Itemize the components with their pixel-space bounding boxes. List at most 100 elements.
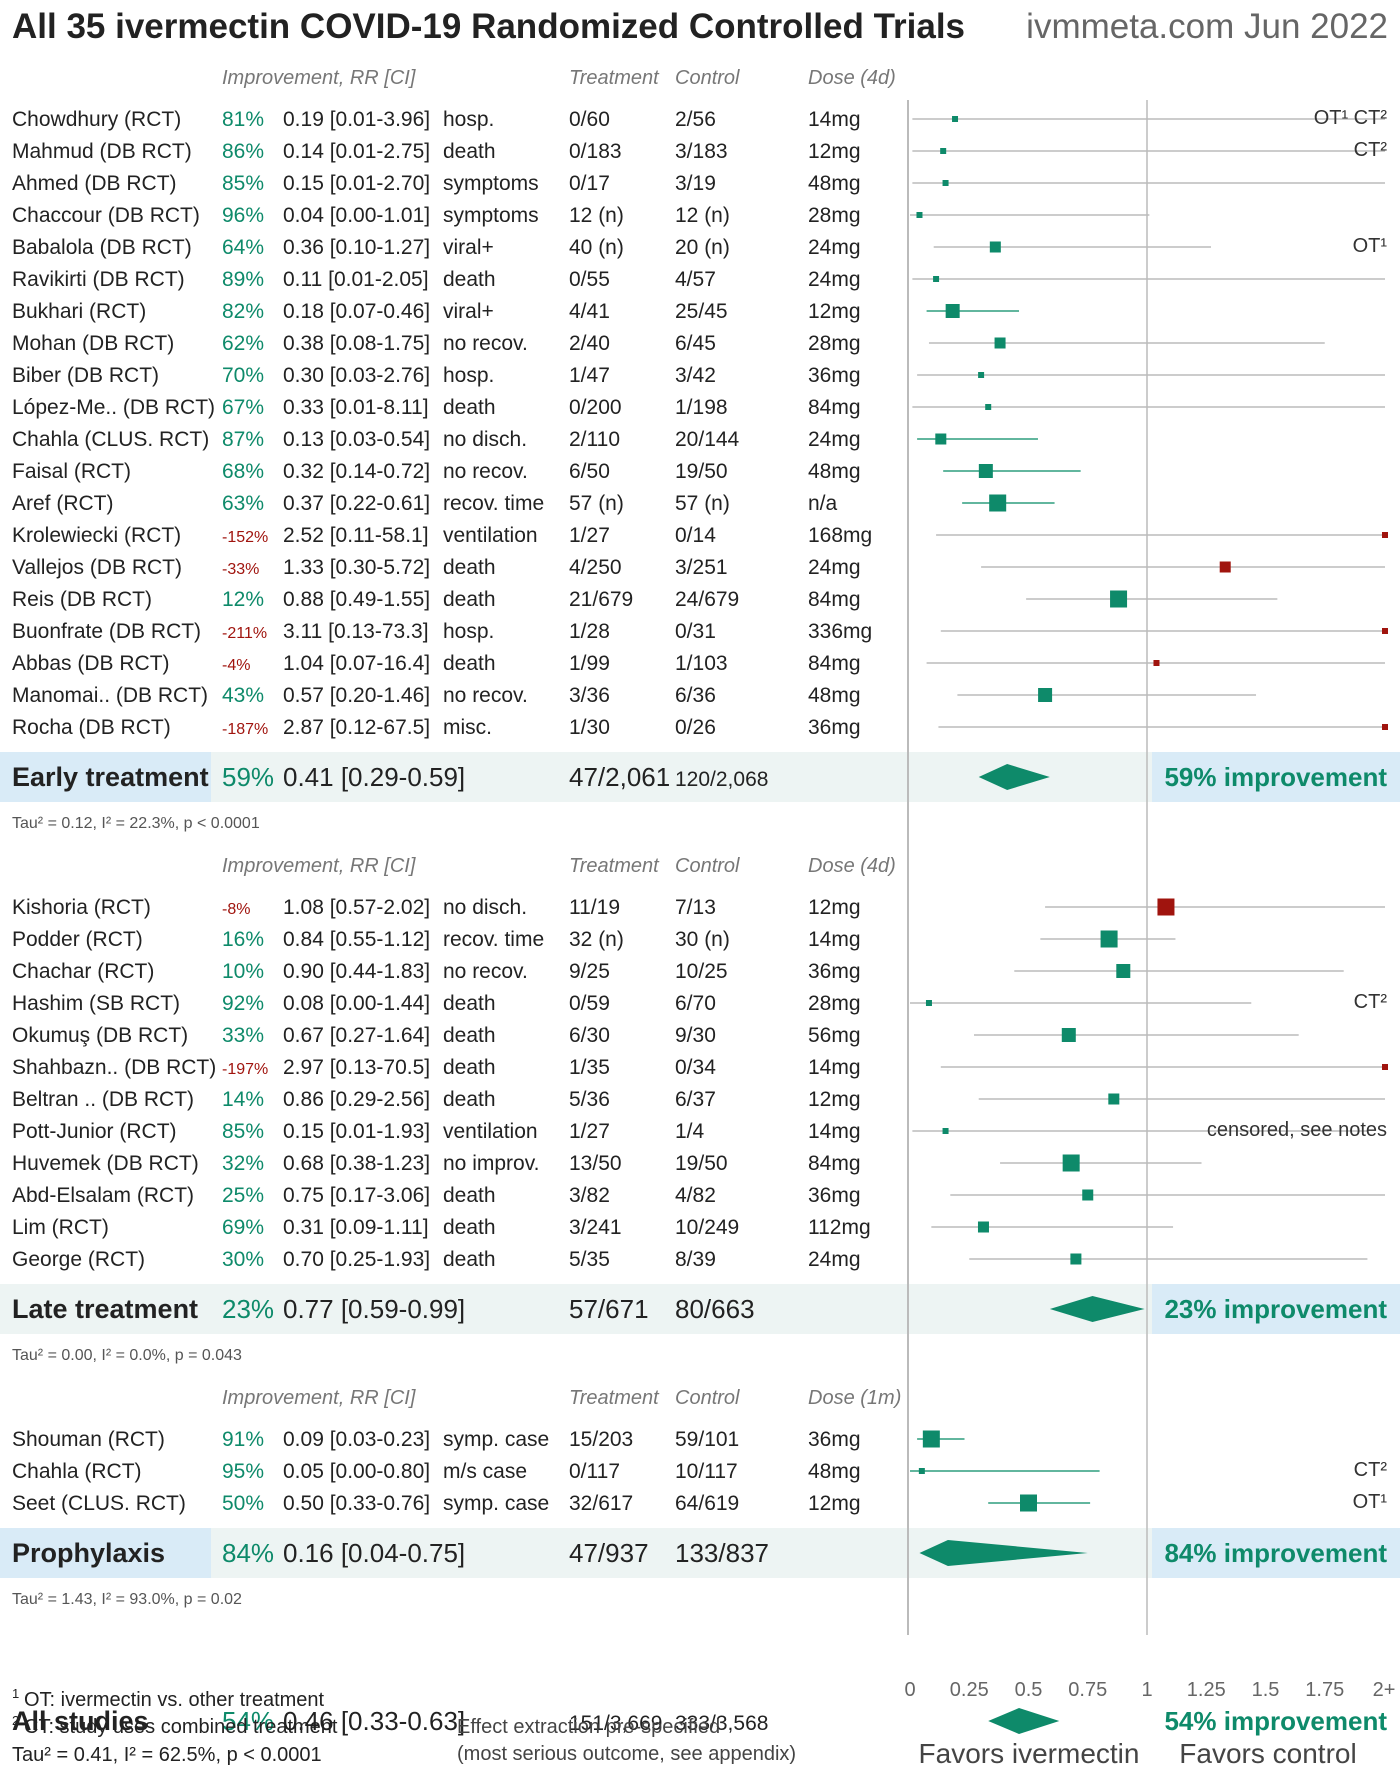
study-ci: 0.18 [0.07-0.46] bbox=[283, 300, 430, 323]
summary-result-band bbox=[1152, 1528, 1400, 1578]
study-dose: 12mg bbox=[808, 140, 861, 163]
study-name: Faisal (RCT) bbox=[12, 460, 131, 483]
summary-improvement: 84% bbox=[222, 1538, 274, 1568]
study-treatment: 21/679 bbox=[569, 588, 633, 611]
study-dose: 48mg bbox=[808, 460, 861, 483]
study-outcome: death bbox=[443, 652, 496, 675]
point-estimate bbox=[978, 464, 993, 478]
summary-label: Early treatment bbox=[12, 762, 209, 792]
summary-ci: 0.77 [0.59-0.99] bbox=[283, 1294, 465, 1324]
point-estimate bbox=[1020, 1494, 1037, 1512]
study-outcome: no disch. bbox=[443, 896, 527, 919]
summary-label-band bbox=[0, 752, 211, 802]
study-outcome: death bbox=[443, 396, 496, 419]
study-outcome: hosp. bbox=[443, 108, 494, 131]
study-treatment: 2/110 bbox=[569, 428, 620, 451]
study-control: 10/25 bbox=[675, 960, 728, 983]
study-treatment: 1/27 bbox=[569, 1120, 610, 1143]
study-ci: 0.70 [0.25-1.93] bbox=[283, 1248, 430, 1271]
study-treatment: 3/241 bbox=[569, 1216, 622, 1239]
study-note: OT¹ bbox=[1353, 235, 1388, 257]
study-control: 3/42 bbox=[675, 364, 716, 387]
point-estimate bbox=[933, 276, 940, 282]
study-treatment: 1/30 bbox=[569, 716, 610, 739]
study-control: 57 (n) bbox=[675, 492, 730, 515]
study-name: Ravikirti (DB RCT) bbox=[12, 268, 185, 291]
study-improvement: 63% bbox=[222, 492, 264, 515]
study-improvement: 43% bbox=[222, 684, 264, 707]
x-tick-label: 1.5 bbox=[1252, 1679, 1280, 1701]
study-note: OT¹ CT² bbox=[1314, 107, 1388, 129]
study-treatment: 5/35 bbox=[569, 1248, 610, 1271]
study-control: 0/31 bbox=[675, 620, 716, 643]
study-dose: 36mg bbox=[808, 716, 861, 739]
study-dose: 84mg bbox=[808, 652, 861, 675]
study-outcome: symptoms bbox=[443, 172, 539, 195]
study-outcome: death bbox=[443, 1024, 496, 1047]
study-control: 1/103 bbox=[675, 652, 728, 675]
summary-result: 84% improvement bbox=[1164, 1538, 1387, 1568]
study-name: Pott-Junior (RCT) bbox=[12, 1120, 177, 1143]
study-ci: 0.08 [0.00-1.44] bbox=[283, 992, 430, 1015]
study-treatment: 40 (n) bbox=[569, 236, 624, 259]
study-control: 4/82 bbox=[675, 1184, 716, 1207]
study-dose: 24mg bbox=[808, 428, 861, 451]
study-outcome: no recov. bbox=[443, 684, 528, 707]
point-estimate bbox=[989, 494, 1007, 512]
study-treatment: 32/617 bbox=[569, 1492, 633, 1515]
point-estimate bbox=[1219, 561, 1231, 573]
study-treatment: 1/35 bbox=[569, 1056, 610, 1079]
x-tick-label: 0 bbox=[904, 1679, 915, 1701]
study-treatment: 0/55 bbox=[569, 268, 610, 291]
study-dose: 12mg bbox=[808, 1088, 861, 1111]
study-outcome: death bbox=[443, 268, 496, 291]
study-ci: 0.09 [0.03-0.23] bbox=[283, 1428, 430, 1451]
study-ci: 0.67 [0.27-1.64] bbox=[283, 1024, 430, 1047]
study-name: Babalola (DB RCT) bbox=[12, 236, 192, 259]
study-improvement: 81% bbox=[222, 108, 264, 131]
study-treatment: 3/36 bbox=[569, 684, 610, 707]
study-ci: 1.08 [0.57-2.02] bbox=[283, 896, 430, 919]
summary-ci: 0.16 [0.04-0.75] bbox=[283, 1538, 465, 1568]
study-name: Krolewiecki (RCT) bbox=[12, 524, 181, 547]
point-estimate bbox=[1070, 1253, 1082, 1265]
point-estimate bbox=[985, 404, 992, 410]
study-outcome: viral+ bbox=[443, 236, 494, 259]
study-name: Chachar (RCT) bbox=[12, 960, 154, 983]
point-estimate bbox=[1157, 898, 1175, 916]
study-control: 24/679 bbox=[675, 588, 739, 611]
point-estimate bbox=[1116, 964, 1131, 978]
study-name: López-Me.. (DB RCT) bbox=[12, 396, 215, 419]
x-tick-label: 1 bbox=[1141, 1679, 1152, 1701]
study-dose: 14mg bbox=[808, 108, 861, 131]
effect-note-line1: Effect extraction pre-specified bbox=[457, 1716, 720, 1738]
study-outcome: recov. time bbox=[443, 928, 544, 951]
study-dose: 28mg bbox=[808, 992, 861, 1015]
study-improvement: 89% bbox=[222, 268, 264, 291]
study-treatment: 0/117 bbox=[569, 1460, 620, 1483]
study-name: George (RCT) bbox=[12, 1248, 145, 1271]
overall-treatment: 151/3,669 bbox=[569, 1712, 662, 1735]
study-control: 25/45 bbox=[675, 300, 728, 323]
header-control: Control bbox=[675, 855, 740, 877]
study-outcome: death bbox=[443, 556, 496, 579]
study-dose: 14mg bbox=[808, 928, 861, 951]
overall-result: 54% improvement bbox=[1164, 1706, 1387, 1736]
study-improvement: 82% bbox=[222, 300, 264, 323]
study-treatment: 0/200 bbox=[569, 396, 622, 419]
study-control: 3/19 bbox=[675, 172, 716, 195]
point-estimate bbox=[1382, 724, 1388, 730]
favors-control-label: Favors control bbox=[1179, 1738, 1356, 1769]
summary-label: Prophylaxis bbox=[12, 1538, 165, 1568]
study-ci: 0.14 [0.01-2.75] bbox=[283, 140, 430, 163]
study-control: 8/39 bbox=[675, 1248, 716, 1271]
effect-note-line2: (most serious outcome, see appendix) bbox=[457, 1743, 796, 1765]
study-ci: 0.13 [0.03-0.54] bbox=[283, 428, 430, 451]
study-ci: 0.75 [0.17-3.06] bbox=[283, 1184, 430, 1207]
study-name: Chaccour (DB RCT) bbox=[12, 204, 200, 227]
study-ci: 0.15 [0.01-1.93] bbox=[283, 1120, 430, 1143]
point-estimate bbox=[1382, 1064, 1388, 1070]
header-improvement: Improvement, RR [CI] bbox=[222, 67, 416, 89]
study-name: Beltran .. (DB RCT) bbox=[12, 1088, 194, 1111]
study-outcome: hosp. bbox=[443, 364, 494, 387]
